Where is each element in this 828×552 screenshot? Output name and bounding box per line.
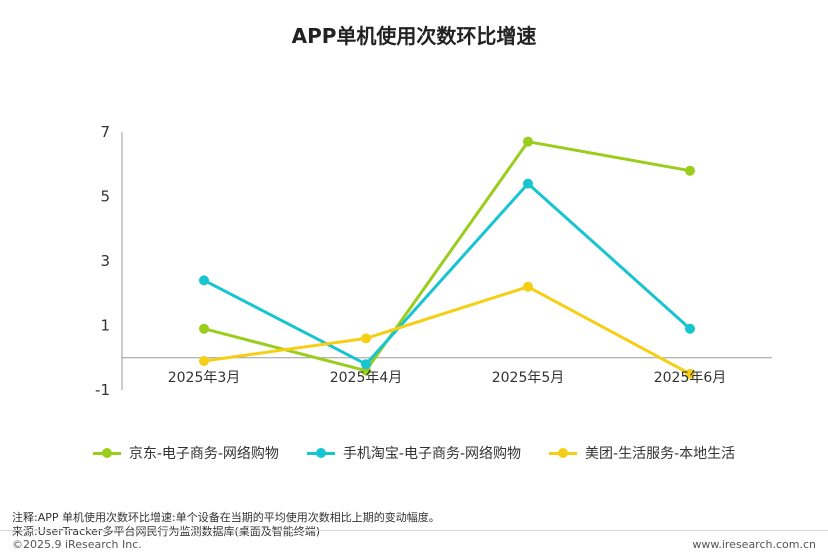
data-point-s1-1 bbox=[199, 323, 209, 334]
legend-label-meituan: 美团-生活服务-本地生活 bbox=[585, 446, 736, 462]
series-line-2 bbox=[203, 182, 692, 366]
x-tick-label: 2025年6月 bbox=[654, 370, 727, 386]
data-source: 来源:UserTracker多平台网民行为监测数据库(桌面及智能终端) bbox=[12, 525, 321, 538]
data-point-s3-3 bbox=[523, 281, 533, 292]
data-point-s2-1 bbox=[199, 275, 209, 286]
line-chart: 7 5 3 1 -1 2025年3月 2025年4月 2025年5月 2025年6月 bbox=[95, 123, 772, 399]
legend-label-taobao: 手机淘宝-电子商务-网络购物 bbox=[342, 446, 522, 462]
y-tick-label: 3 bbox=[100, 252, 110, 270]
legend-label-jd: 京东-电子商务-网络购物 bbox=[128, 446, 279, 462]
copyright: ©2025.9 iResearch Inc. bbox=[12, 538, 142, 551]
data-point-s3-2 bbox=[361, 333, 371, 344]
y-tick-label: 7 bbox=[100, 123, 110, 141]
footer-divider bbox=[0, 530, 828, 531]
data-point-s2-2 bbox=[361, 359, 371, 370]
legend-swatch-jd bbox=[92, 447, 121, 459]
legend-item-taobao: 手机淘宝-电子商务-网络购物 bbox=[306, 443, 522, 463]
legend-swatch-taobao bbox=[306, 447, 335, 459]
series-line-3 bbox=[203, 285, 691, 376]
legend: 京东-电子商务-网络购物 手机淘宝-电子商务-网络购物 美团-生活服务-本地生活 bbox=[0, 443, 828, 463]
x-tick-label: 2025年3月 bbox=[168, 370, 241, 386]
data-point-s1-3 bbox=[523, 136, 533, 147]
data-point-s3-4 bbox=[685, 368, 695, 379]
website-link[interactable]: www.iresearch.com.cn bbox=[692, 538, 816, 551]
data-point-s1-4 bbox=[685, 165, 695, 176]
legend-item-jd: 京东-电子商务-网络购物 bbox=[92, 443, 279, 463]
data-point-s2-4 bbox=[685, 323, 695, 334]
legend-item-meituan: 美团-生活服务-本地生活 bbox=[549, 443, 735, 463]
y-tick-label: 5 bbox=[100, 188, 110, 206]
chart-title: APP单机使用次数环比增速 bbox=[291, 24, 537, 48]
y-tick-label: 1 bbox=[100, 317, 110, 335]
chart-note: 注释:APP 单机使用次数环比增速:单个设备在当期的平均使用次数相比上期的变动幅… bbox=[12, 511, 440, 524]
x-tick-label: 2025年4月 bbox=[330, 370, 403, 386]
data-point-s3-1 bbox=[199, 355, 209, 366]
y-tick-label: -1 bbox=[95, 381, 110, 399]
data-point-s2-3 bbox=[523, 178, 533, 189]
x-tick-label: 2025年5月 bbox=[492, 370, 565, 386]
legend-swatch-meituan bbox=[549, 447, 578, 459]
